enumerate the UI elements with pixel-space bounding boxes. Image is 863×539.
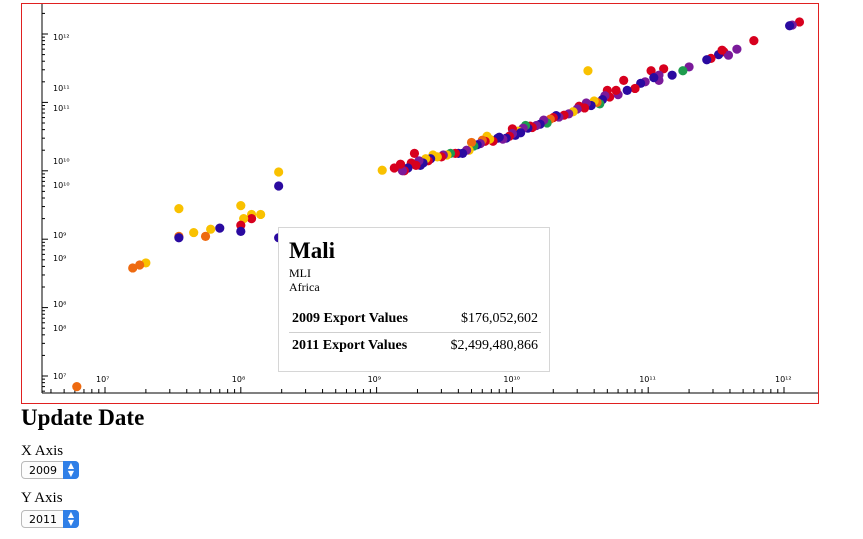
data-point: [717, 45, 727, 55]
data-point: [72, 381, 82, 392]
data-point: [128, 263, 138, 273]
data-point: [174, 204, 184, 214]
country-tooltip: Mali MLI Africa 2009 Export Values $176,…: [278, 227, 550, 372]
tooltip-row-label: 2011 Export Values: [289, 332, 432, 359]
data-point: [274, 181, 284, 191]
update-date-heading: Update Date: [21, 405, 145, 430]
select-chevron-icon: ▲ ▼: [63, 461, 79, 479]
data-point: [236, 226, 246, 237]
data-point: [794, 17, 805, 27]
x-axis-select-value: 2009: [29, 464, 57, 477]
tooltip-row-value: $2,499,480,866: [431, 332, 541, 359]
tooltip-row-2011: 2011 Export Values $2,499,480,866: [289, 332, 541, 359]
data-point: [749, 36, 759, 46]
data-point: [189, 227, 199, 238]
x-tick-label: 10⁷: [96, 375, 109, 384]
y-tick-label: 10⁸: [53, 300, 66, 309]
data-point: [466, 137, 477, 148]
scatter-chart: 10⁷ 10⁸ 10⁹ 10¹⁰ 10¹¹ 10¹² 10⁷ 10⁸ 10⁸ 10⁹ 10⁹ 10¹⁰…: [21, 3, 819, 404]
tooltip-row-label: 2009 Export Values: [292, 311, 408, 326]
data-point: [206, 224, 216, 234]
data-point: [215, 223, 225, 233]
y-tick-label: 10¹¹: [53, 104, 70, 113]
x-tick-label: 10⁸: [232, 375, 245, 384]
data-point: [256, 209, 266, 220]
tooltip-values-table: 2009 Export Values $176,052,602 2011 Exp…: [289, 306, 541, 359]
data-point: [732, 44, 742, 54]
data-point: [200, 231, 211, 241]
chart-svg: 10⁷ 10⁸ 10⁹ 10¹⁰ 10¹¹ 10¹² 10⁷ 10⁸ 10⁸ 10⁹ 10⁹ 10¹⁰…: [41, 4, 818, 394]
data-point: [583, 66, 593, 76]
x-axis-label: X Axis: [21, 443, 64, 459]
data-point: [409, 148, 420, 158]
y-axis-label: Y Axis: [21, 490, 63, 506]
data-point: [619, 75, 629, 85]
y-axis-select-value: 2011: [29, 513, 57, 526]
data-point: [649, 73, 659, 83]
x-tick-label: 10¹⁰: [503, 375, 520, 384]
tooltip-country-name: Mali: [289, 238, 335, 263]
data-point: [723, 50, 734, 60]
y-tick-label: 10¹⁰: [53, 157, 70, 166]
y-tick-label: 10¹¹: [53, 84, 70, 93]
x-tick-label: 10¹¹: [639, 375, 656, 384]
x-tick-label: 10¹²: [775, 375, 792, 384]
x-axis-select[interactable]: 2009 ▲ ▼: [21, 461, 79, 479]
y-tick-label: 10⁹: [53, 254, 66, 263]
data-point: [377, 165, 387, 175]
data-point: [667, 70, 677, 80]
data-point: [646, 66, 656, 76]
data-point: [174, 233, 184, 243]
points-group: [72, 17, 805, 392]
data-point: [785, 21, 795, 31]
y-axis-select[interactable]: 2011 ▲ ▼: [21, 510, 79, 528]
data-point: [135, 260, 145, 270]
axes-group: 10⁷ 10⁸ 10⁹ 10¹⁰ 10¹¹ 10¹² 10⁷ 10⁸ 10⁸ 10⁹ 10⁹ 10¹⁰…: [41, 4, 818, 394]
tooltip-row-2009: 2009 Export Values $176,052,602: [289, 306, 541, 333]
select-chevron-icon: ▲ ▼: [63, 510, 79, 528]
y-tick-label: 10¹²: [53, 33, 70, 42]
data-point: [622, 85, 632, 95]
x-tick-label: 10⁹: [368, 375, 381, 384]
data-point: [274, 167, 284, 177]
data-point: [678, 66, 688, 76]
data-point: [630, 83, 640, 94]
data-point: [236, 200, 246, 211]
data-point: [702, 55, 712, 65]
tooltip-row-value: $176,052,602: [461, 311, 538, 326]
y-tick-label: 10⁸: [53, 324, 66, 333]
y-tick-label: 10⁹: [53, 231, 66, 240]
tooltip-country-code: MLI: [289, 266, 311, 280]
data-point: [611, 85, 621, 95]
data-point: [246, 214, 257, 224]
data-point: [659, 64, 669, 74]
y-tick-label: 10⁷: [53, 372, 66, 381]
y-tick-label: 10¹⁰: [53, 181, 70, 190]
data-point: [389, 163, 399, 173]
tooltip-region: Africa: [289, 280, 320, 294]
